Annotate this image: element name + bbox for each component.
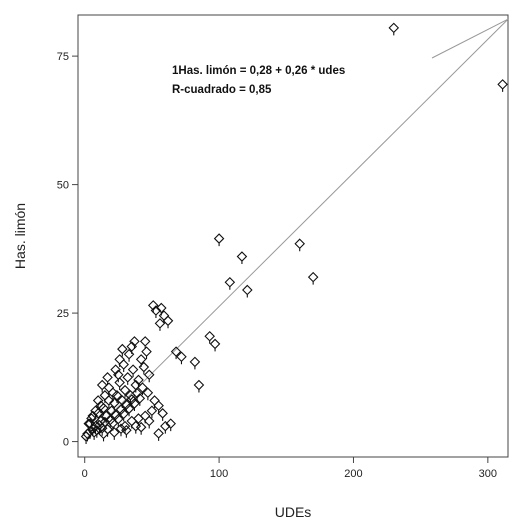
- data-point: [209, 338, 221, 352]
- r-squared-label: R-cuadrado = 0,85: [172, 84, 272, 96]
- data-point: [157, 408, 168, 421]
- data-point: [123, 403, 135, 417]
- data-point: [98, 428, 109, 442]
- x-tick-label: 300: [479, 468, 497, 480]
- data-points: [80, 22, 508, 444]
- regression-equation: 1Has. limón = 0,28 + 0,26 * udes: [172, 65, 345, 77]
- data-point: [86, 413, 97, 426]
- data-point: [96, 379, 108, 393]
- data-point: [88, 427, 100, 440]
- data-point: [388, 22, 400, 36]
- data-point: [146, 405, 158, 419]
- data-point: [80, 431, 92, 444]
- data-point: [242, 284, 253, 298]
- data-point: [193, 379, 205, 393]
- plot-frame: [77, 14, 509, 458]
- data-point: [90, 405, 101, 419]
- data-point: [139, 336, 151, 349]
- data-point: [162, 315, 174, 329]
- data-point: [129, 336, 140, 349]
- data-point: [150, 305, 162, 319]
- data-point: [115, 423, 127, 437]
- data-point: [142, 387, 154, 401]
- y-tick-label: 25: [57, 308, 69, 320]
- annotation-leader-line: [431, 18, 509, 59]
- data-point: [189, 356, 201, 370]
- data-point: [127, 364, 139, 378]
- data-point: [165, 418, 176, 432]
- y-tick-label: 75: [57, 51, 69, 63]
- data-point: [154, 318, 166, 331]
- data-point: [114, 354, 125, 367]
- data-point: [110, 364, 121, 378]
- data-point: [170, 346, 182, 360]
- y-tick-label: 50: [57, 180, 69, 192]
- data-point: [143, 369, 155, 383]
- data-point: [497, 79, 508, 92]
- data-point: [98, 402, 109, 416]
- data-point: [294, 238, 305, 252]
- data-point: [141, 346, 152, 360]
- data-point: [121, 424, 132, 438]
- data-point: [138, 361, 150, 375]
- data-point: [103, 382, 115, 396]
- x-tick-label: 200: [344, 468, 362, 480]
- data-point: [92, 395, 104, 408]
- regression-line: [84, 18, 509, 441]
- x-tick-label: 100: [210, 468, 228, 480]
- data-point: [143, 415, 155, 429]
- data-point: [119, 384, 131, 398]
- data-point: [307, 271, 319, 285]
- data-point: [114, 377, 125, 390]
- data-point: [160, 420, 171, 434]
- data-point: [109, 427, 120, 440]
- data-point: [176, 351, 187, 365]
- x-axis-title: UDEs: [275, 504, 312, 520]
- data-point: [236, 251, 248, 265]
- x-tick-label: 0: [82, 468, 88, 480]
- data-point: [84, 418, 96, 432]
- data-point: [224, 276, 236, 290]
- x-axis: 0 100 200 300: [82, 457, 497, 480]
- data-point: [113, 413, 124, 427]
- y-axis: 0 25 50 75: [57, 51, 78, 449]
- y-tick-label: 0: [63, 437, 69, 449]
- y-axis-title: Has. limón: [12, 203, 28, 269]
- data-point: [99, 390, 111, 403]
- data-point: [102, 372, 113, 385]
- data-point: [134, 393, 146, 406]
- data-point: [118, 359, 129, 372]
- data-point: [204, 330, 215, 344]
- data-point: [213, 233, 225, 247]
- data-point: [153, 428, 164, 441]
- data-point: [118, 408, 129, 422]
- data-point: [117, 343, 128, 357]
- data-point: [137, 382, 148, 396]
- data-point: [122, 372, 133, 385]
- data-point: [129, 398, 140, 412]
- data-point: [135, 421, 147, 435]
